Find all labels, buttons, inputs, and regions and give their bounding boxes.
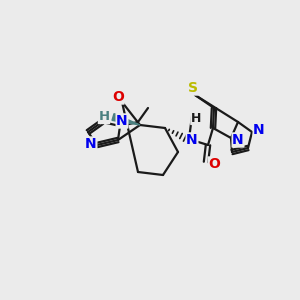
- Text: N: N: [232, 133, 244, 147]
- Text: O: O: [208, 157, 220, 171]
- Text: N: N: [116, 114, 128, 128]
- Text: H: H: [191, 112, 201, 124]
- Text: N: N: [85, 137, 97, 151]
- Text: S: S: [188, 81, 198, 95]
- Text: N: N: [253, 123, 265, 137]
- Polygon shape: [112, 114, 140, 125]
- Text: N: N: [186, 133, 198, 147]
- Text: H: H: [98, 110, 110, 124]
- Text: O: O: [112, 90, 124, 104]
